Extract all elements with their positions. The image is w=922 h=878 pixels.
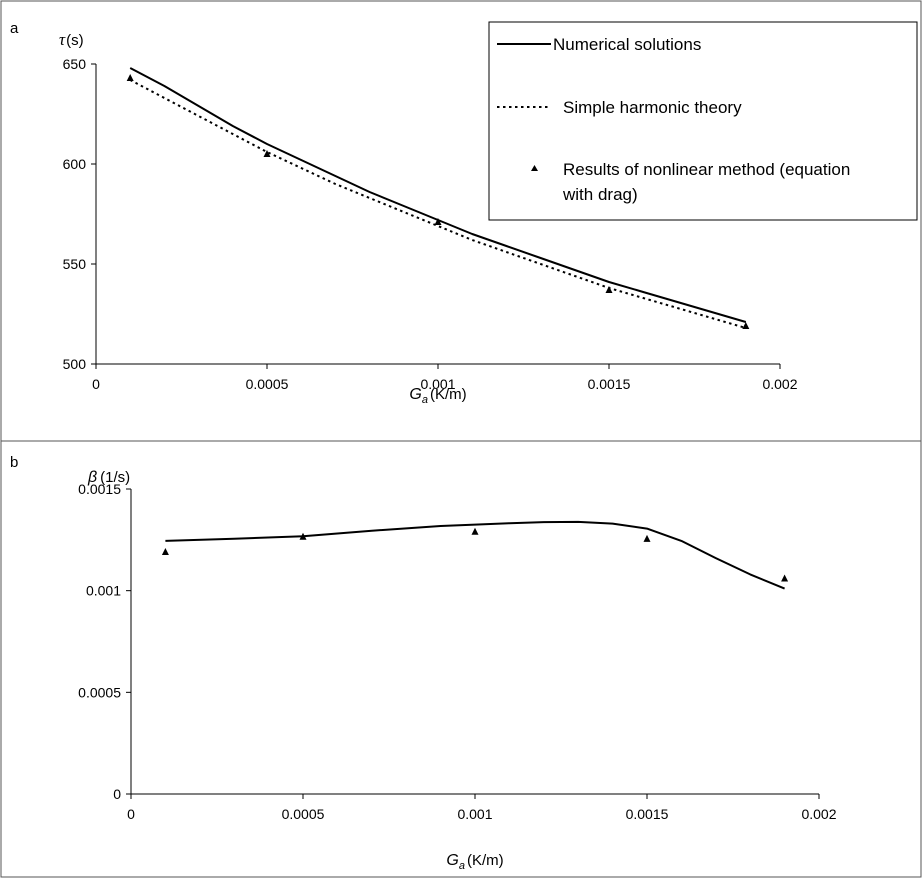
panel-b-y-axis-label: β (1/s) <box>87 469 130 486</box>
panel-a-line-simple-harmonic-theory <box>129 79 747 329</box>
panel-b-y-tick-label: 0.0005 <box>78 684 121 700</box>
legend: Numerical solutions Simple harmonic theo… <box>488 21 918 221</box>
legend-label-nonlinear-line2: with drag) <box>562 185 638 204</box>
panel-b-marker-results-of-nonlinear-method-equation-with-drag <box>299 532 307 540</box>
panel-b-marker-results-of-nonlinear-method-equation-with-drag <box>781 574 789 582</box>
legend-label-numerical: Numerical solutions <box>553 35 701 54</box>
panel-b-marker-results-of-nonlinear-method-equation-with-drag <box>161 548 169 556</box>
panel-a-y-axis-label: τ(s) <box>59 30 84 49</box>
panel-b-line-numerical-solutions <box>165 520 785 590</box>
panel-b-series <box>161 520 789 590</box>
panel-a-x-tick-label: 0.0005 <box>246 376 289 392</box>
panel-a-marker-results-of-nonlinear-method-equation-with-drag <box>434 218 442 225</box>
panel-b-y-tick-label: 0.0015 <box>78 481 121 497</box>
panel-b-axes: 0 0.0005 0.001 0.0015 0 0.0005 0.001 0.0015 0.00… <box>78 481 837 822</box>
panel-a-axes: 500 550 600 650 0 0.0005 0.001 0.0015 0.002 <box>63 56 798 392</box>
panel-b-x-axis-label: Ga (K/m) <box>446 852 503 872</box>
panel-b-label: b <box>10 454 18 471</box>
legend-label-nonlinear: Results of nonlinear method (equation wit… <box>562 160 850 204</box>
panel-b-x-tick-label: 0.0015 <box>626 806 669 822</box>
panel-a-y-tick-label: 500 <box>63 356 87 372</box>
panel-b-x-tick-label: 0.002 <box>801 806 836 822</box>
panel-a: a τ(s) 500 550 600 650 0 0.0005 0.001 0.0015 0.0… <box>10 20 918 406</box>
panel-a-x-tick-label: 0.0015 <box>588 376 631 392</box>
panel-a-x-axis-label: Ga (K/m) <box>409 386 466 406</box>
panel-a-y-tick-label: 550 <box>63 256 87 272</box>
panel-a-x-tick-label: 0.001 <box>420 376 455 392</box>
legend-box <box>488 21 918 221</box>
panel-a-y-tick-label: 600 <box>63 156 87 172</box>
panel-a-marker-results-of-nonlinear-method-equation-with-drag <box>126 74 134 81</box>
panel-a-marker-results-of-nonlinear-method-equation-with-drag <box>263 150 271 157</box>
panel-a-marker-results-of-nonlinear-method-equation-with-drag <box>605 286 613 293</box>
panel-b-x-tick-label: 0 <box>127 806 135 822</box>
panel-a-x-tick-label: 0.002 <box>762 376 797 392</box>
legend-swatch-nonlinear <box>531 165 538 171</box>
panel-b-marker-results-of-nonlinear-method-equation-with-drag <box>643 534 651 542</box>
panel-b-x-tick-label: 0.0005 <box>282 806 325 822</box>
panel-b-marker-results-of-nonlinear-method-equation-with-drag <box>471 527 479 535</box>
panel-b-y-tick-label: 0.001 <box>86 583 121 599</box>
panel-b-y-tick-label: 0 <box>113 786 121 802</box>
panel-b-x-tick-label: 0.001 <box>457 806 492 822</box>
panel-a-y-tick-label: 650 <box>63 56 87 72</box>
panel-a-label: a <box>10 20 19 37</box>
panel-a-x-tick-label: 0 <box>92 376 100 392</box>
legend-label-harmonic: Simple harmonic theory <box>563 98 742 117</box>
legend-label-nonlinear-line1: Results of nonlinear method (equation <box>563 160 850 179</box>
panel-a-marker-results-of-nonlinear-method-equation-with-drag <box>742 322 750 329</box>
panel-a-series <box>126 67 750 329</box>
